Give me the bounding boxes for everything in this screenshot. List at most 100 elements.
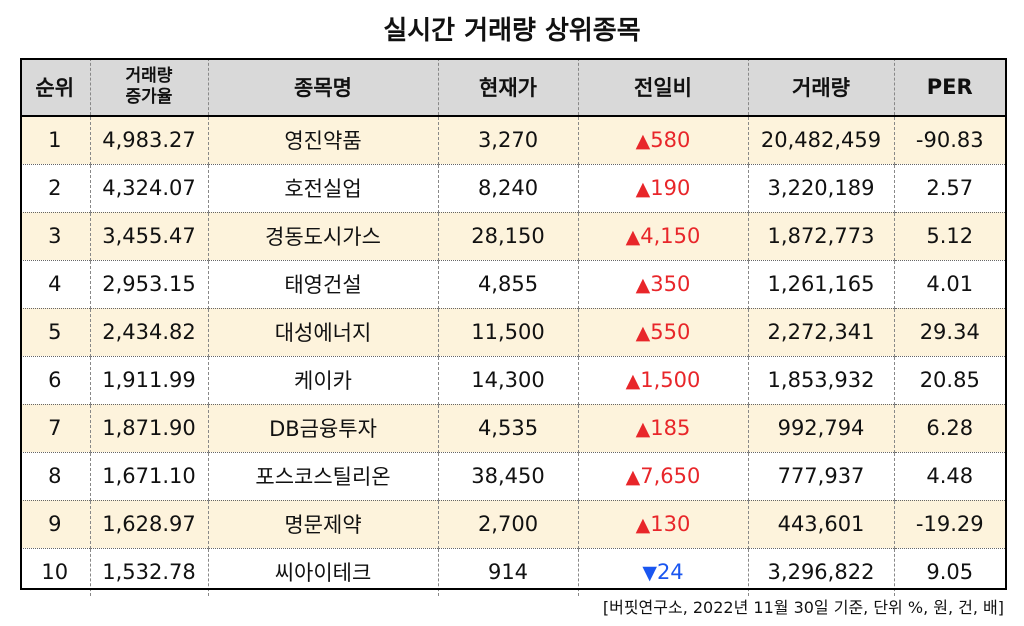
change-value: 130	[650, 512, 691, 536]
volume-cell: 443,601	[747, 500, 894, 549]
down-triangle-icon: ▼	[642, 562, 657, 585]
change-value: 4,150	[640, 224, 701, 248]
change-cell: ▲580	[577, 116, 748, 165]
change-value: 24	[656, 560, 684, 585]
header-row: 순위 거래량 증가율 종목명 현재가 전일비 거래량 PER	[20, 58, 1005, 117]
rank-cell: 9	[20, 500, 90, 549]
volume-increase-cell: 2,434.82	[89, 308, 208, 357]
up-triangle-icon: ▲	[625, 466, 641, 488]
volume-increase-cell: 1,671.10	[89, 452, 208, 501]
header-name: 종목명	[207, 58, 438, 117]
volume-increase-cell: 1,532.78	[89, 548, 208, 596]
per-cell: 2.57	[893, 164, 1005, 213]
volume-increase-cell: 3,455.47	[89, 212, 208, 261]
change-cell: ▲550	[577, 308, 748, 357]
rank-cell: 5	[20, 308, 90, 357]
source-footnote: [버핏연구소, 2022년 11월 30일 기준, 단위 %, 원, 건, 배]	[602, 598, 1004, 617]
volume-cell: 3,220,189	[747, 164, 894, 213]
price-cell: 8,240	[437, 164, 578, 213]
change-cell: ▲350	[577, 260, 748, 309]
header-change: 전일비	[577, 58, 748, 117]
volume-cell: 992,794	[747, 404, 894, 453]
rank-cell: 1	[20, 116, 90, 165]
change-value: 190	[650, 176, 691, 200]
volume-cell: 20,482,459	[747, 116, 894, 165]
stock-name-cell: 명문제약	[207, 500, 438, 549]
stock-name-cell: 케이카	[207, 356, 438, 405]
rank-cell: 2	[20, 164, 90, 213]
up-triangle-icon: ▲	[635, 514, 651, 536]
change-value: 7,650	[640, 464, 701, 488]
stock-name-cell: DB금융투자	[207, 404, 438, 453]
per-cell: -90.83	[893, 116, 1005, 165]
table-row: 4 2,953.15 태영건설 4,855 ▲350 1,261,165 4.01	[20, 260, 1005, 309]
up-triangle-icon: ▲	[635, 274, 651, 296]
price-cell: 2,700	[437, 500, 578, 549]
up-triangle-icon: ▲	[625, 370, 641, 392]
up-triangle-icon: ▲	[625, 226, 641, 248]
per-cell: 9.05	[893, 548, 1005, 596]
header-price: 현재가	[437, 58, 578, 117]
header-volume-increase-line2: 증가율	[125, 86, 173, 107]
stock-name-cell: 포스코스틸리온	[207, 452, 438, 501]
table-row: 5 2,434.82 대성에너지 11,500 ▲550 2,272,341 29.34	[20, 308, 1005, 357]
table-row: 3 3,455.47 경동도시가스 28,150 ▲4,150 1,872,773 5.12	[20, 212, 1005, 261]
table-row: 6 1,911.99 케이카 14,300 ▲1,500 1,853,932 20.85	[20, 356, 1005, 405]
volume-cell: 777,937	[747, 452, 894, 501]
header-volume-increase: 거래량 증가율	[89, 58, 208, 117]
change-value: 350	[650, 272, 691, 296]
table-row: 8 1,671.10 포스코스틸리온 38,450 ▲7,650 777,937 4.48	[20, 452, 1005, 501]
per-cell: 4.01	[893, 260, 1005, 309]
header-per: PER	[893, 58, 1005, 117]
header-volume: 거래량	[747, 58, 894, 117]
change-value: 580	[650, 128, 691, 153]
price-cell: 3,270	[437, 116, 578, 165]
change-cell: ▲4,150	[577, 212, 748, 261]
per-cell: -19.29	[893, 500, 1005, 549]
change-cell: ▼24	[577, 548, 748, 596]
rank-cell: 7	[20, 404, 90, 453]
stock-name-cell: 씨아이테크	[207, 548, 438, 596]
volume-increase-cell: 1,911.99	[89, 356, 208, 405]
change-cell: ▲7,650	[577, 452, 748, 501]
stock-name-cell: 호전실업	[207, 164, 438, 213]
price-cell: 11,500	[437, 308, 578, 357]
volume-cell: 1,872,773	[747, 212, 894, 261]
rank-cell: 6	[20, 356, 90, 405]
volume-increase-cell: 1,628.97	[89, 500, 208, 549]
up-triangle-icon: ▲	[635, 322, 651, 344]
price-cell: 914	[437, 548, 578, 596]
table-row: 9 1,628.97 명문제약 2,700 ▲130 443,601 -19.29	[20, 500, 1005, 549]
volume-increase-cell: 4,324.07	[89, 164, 208, 213]
price-cell: 28,150	[437, 212, 578, 261]
change-cell: ▲185	[577, 404, 748, 453]
price-cell: 4,535	[437, 404, 578, 453]
price-cell: 4,855	[437, 260, 578, 309]
rank-cell: 4	[20, 260, 90, 309]
stock-name-cell: 경동도시가스	[207, 212, 438, 261]
table-row: 2 4,324.07 호전실업 8,240 ▲190 3,220,189 2.57	[20, 164, 1005, 213]
table-row: 1 4,983.27 영진약품 3,270 ▲580 20,482,459 -90.83	[20, 116, 1005, 165]
per-cell: 6.28	[893, 404, 1005, 453]
stock-name-cell: 영진약품	[207, 116, 438, 165]
change-cell: ▲1,500	[577, 356, 748, 405]
volume-increase-cell: 2,953.15	[89, 260, 208, 309]
change-value: 185	[650, 416, 691, 440]
rank-cell: 3	[20, 212, 90, 261]
rank-cell: 8	[20, 452, 90, 501]
volume-cell: 2,272,341	[747, 308, 894, 357]
change-value: 1,500	[640, 368, 701, 392]
up-triangle-icon: ▲	[635, 130, 651, 153]
volume-cell: 1,261,165	[747, 260, 894, 309]
price-cell: 38,450	[437, 452, 578, 501]
page-title: 실시간 거래량 상위종목	[383, 16, 641, 46]
up-triangle-icon: ▲	[635, 418, 651, 440]
volume-cell: 3,296,822	[747, 548, 894, 596]
stock-name-cell: 대성에너지	[207, 308, 438, 357]
change-value: 550	[650, 320, 691, 344]
volume-increase-cell: 1,871.90	[89, 404, 208, 453]
header-rank: 순위	[20, 58, 90, 117]
table-row: 7 1,871.90 DB금융투자 4,535 ▲185 992,794 6.28	[20, 404, 1005, 453]
stock-name-cell: 태영건설	[207, 260, 438, 309]
per-cell: 20.85	[893, 356, 1005, 405]
